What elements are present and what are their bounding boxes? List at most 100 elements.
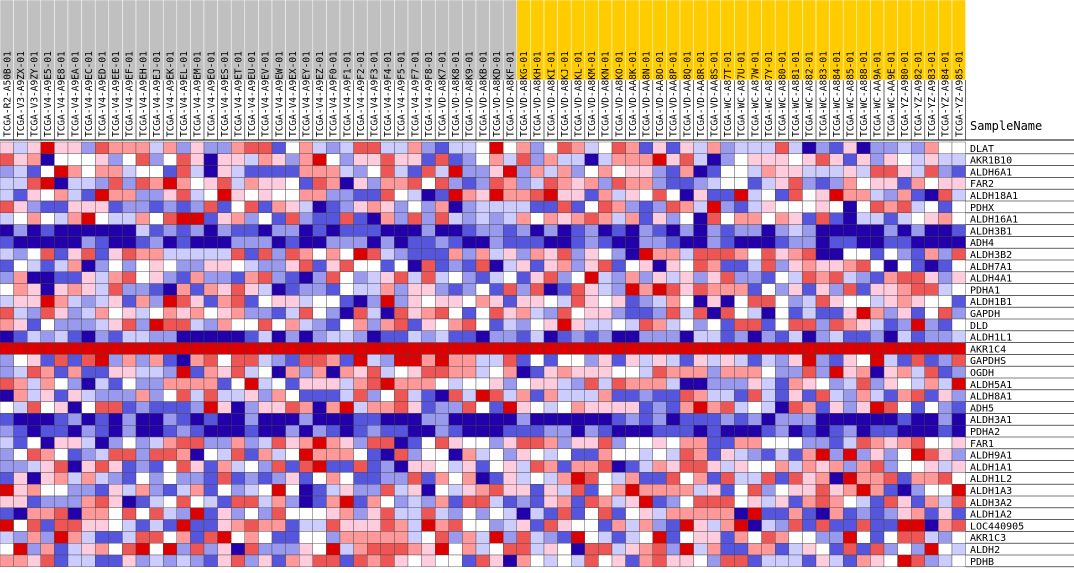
heatmap-cell	[897, 460, 912, 473]
heatmap-cell	[299, 165, 314, 178]
heatmap-cell	[679, 224, 694, 237]
heatmap-cell	[203, 460, 218, 473]
heatmap-cell	[67, 389, 82, 402]
heatmap-cell	[54, 366, 69, 379]
heatmap-cell	[693, 224, 708, 237]
heatmap-cell	[652, 318, 667, 332]
heatmap-cell	[162, 200, 177, 214]
heatmap-cell	[543, 165, 558, 178]
heatmap-cell	[339, 236, 354, 249]
heatmap-cell	[67, 342, 82, 355]
heatmap-cell	[0, 141, 14, 155]
heatmap-cell	[299, 224, 314, 237]
heatmap-cell	[856, 224, 871, 237]
heatmap-cell	[843, 413, 858, 426]
heatmap-cell	[312, 165, 327, 178]
heatmap-cell	[54, 271, 69, 284]
heatmap-cell	[747, 165, 762, 178]
heatmap-cell	[897, 366, 912, 379]
heatmap-cell	[0, 425, 14, 438]
heatmap-cell	[951, 236, 966, 249]
heatmap-cell	[530, 307, 545, 320]
heatmap-cell	[353, 531, 368, 544]
heatmap-cell	[135, 448, 150, 461]
heatmap-cell	[503, 366, 518, 379]
heatmap-cell	[843, 247, 858, 261]
heatmap-cell	[938, 543, 953, 556]
heatmap-cell	[557, 200, 572, 214]
heatmap-cell	[299, 543, 314, 556]
heatmap-cell	[448, 354, 463, 367]
heatmap-cell	[734, 342, 749, 355]
sample-label: TCGA-VD-A8KL-01	[574, 51, 585, 137]
heatmap-cell	[380, 460, 395, 473]
heatmap-cell	[666, 236, 681, 249]
heatmap-cell	[503, 212, 518, 225]
heatmap-cell	[421, 259, 436, 273]
heatmap-cell	[81, 389, 96, 402]
sample-label: TCGA-YZ-A985-01	[954, 51, 965, 137]
heatmap-cell	[652, 389, 667, 402]
heatmap-cell	[720, 366, 735, 379]
heatmap-cell	[802, 436, 817, 450]
heatmap-cell	[693, 448, 708, 461]
heatmap-cell	[951, 330, 966, 343]
heatmap-cell	[230, 295, 245, 308]
heatmap-cell	[258, 484, 273, 497]
heatmap-cell	[775, 377, 790, 391]
heatmap-cell	[666, 247, 681, 261]
heatmap-cell	[244, 377, 259, 391]
heatmap-cell	[883, 377, 898, 391]
heatmap-cell	[652, 236, 667, 249]
heatmap-cell	[883, 188, 898, 202]
heatmap-cell	[190, 519, 205, 532]
heatmap-cell	[81, 153, 96, 166]
heatmap-cell	[380, 543, 395, 556]
heatmap-cell	[353, 188, 368, 202]
heatmap-cell	[230, 484, 245, 497]
heatmap-cell	[557, 401, 572, 414]
heatmap-cell	[679, 377, 694, 391]
heatmap-cell	[720, 177, 735, 190]
heatmap-cell	[557, 425, 572, 438]
heatmap-cell	[244, 318, 259, 332]
heatmap-cell	[203, 389, 218, 402]
heatmap-cell	[938, 366, 953, 379]
heatmap-cell	[815, 283, 830, 296]
heatmap-cell	[217, 342, 232, 355]
heatmap-cell	[938, 389, 953, 402]
heatmap-cell	[353, 472, 368, 485]
heatmap-cell	[734, 177, 749, 190]
heatmap-cell	[503, 460, 518, 473]
heatmap-cell	[707, 177, 722, 190]
heatmap-cell	[489, 495, 504, 509]
heatmap-cell	[67, 543, 82, 556]
heatmap-cell	[135, 531, 150, 544]
heatmap-cell	[951, 318, 966, 332]
sample-label: TCGA-V4-A9EX-01	[288, 51, 299, 137]
heatmap-cell	[720, 318, 735, 332]
heatmap-cell	[829, 495, 844, 509]
heatmap-cell	[747, 531, 762, 544]
heatmap-cell	[911, 554, 926, 568]
heatmap-cell	[843, 495, 858, 509]
heatmap-cell	[516, 283, 531, 296]
heatmap-cell	[598, 330, 613, 343]
heatmap-cell	[489, 507, 504, 520]
heatmap-cell	[652, 495, 667, 509]
gene-label: FAR1	[970, 439, 994, 450]
heatmap-cell	[883, 153, 898, 166]
heatmap-cell	[339, 200, 354, 214]
heatmap-cell	[584, 247, 599, 261]
heatmap-cell	[271, 247, 286, 261]
heatmap-cell	[203, 224, 218, 237]
heatmap-cell	[856, 436, 871, 450]
heatmap-cell	[639, 425, 654, 438]
heatmap-cell	[679, 554, 694, 568]
heatmap-cell	[843, 425, 858, 438]
heatmap-cell	[856, 495, 871, 509]
heatmap-cell	[503, 389, 518, 402]
heatmap-cell	[720, 271, 735, 284]
heatmap-cell	[856, 425, 871, 438]
gene-label: PDHA2	[970, 427, 1000, 438]
